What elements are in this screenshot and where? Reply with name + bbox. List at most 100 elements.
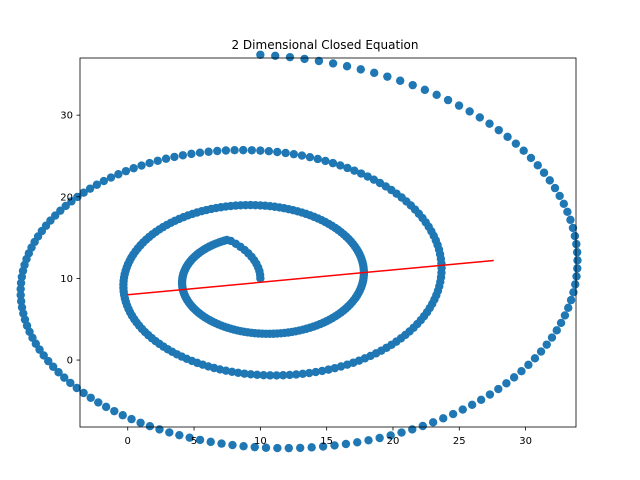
scatter-point [321,156,330,166]
scatter-point [502,379,511,388]
scatter-point [364,436,373,445]
scatter-point [187,149,196,159]
scatter-point [573,264,582,273]
scatter-point [296,443,305,453]
axes-frame [79,57,577,428]
scatter-point [44,356,53,366]
scatter-point [383,72,392,81]
scatter-point [213,146,222,156]
scatter-point [330,441,339,450]
scatter-point [204,147,213,156]
scatter-point [79,188,88,197]
scatter-point [16,284,25,294]
scatter-point [79,388,88,398]
scatter-point [494,125,503,135]
scatter-point [256,146,265,155]
scatter-point [566,215,575,225]
scatter-point [533,161,542,170]
spiral-series [16,50,582,453]
scatter-point [285,370,294,380]
scatter-point [559,199,569,209]
scatter-point [239,442,248,451]
scatter-point [256,50,265,59]
y-tick-label: 20 [60,192,73,203]
scatter-point [369,175,379,184]
scatter-point [485,390,495,399]
scatter-point [475,113,485,122]
scatter-point [328,158,338,168]
scatter-point [145,158,154,168]
scatter-point [155,425,164,434]
scatter-point [356,169,366,178]
x-tick-label: 30 [519,436,532,447]
scatter-point [127,414,136,424]
scatter-point [485,119,494,128]
scatter-point [408,80,417,90]
scatter-point [273,147,282,157]
scatter-point [136,418,145,427]
scatter-point [233,368,243,378]
scatter-point [278,371,288,380]
scatter-point [542,340,551,349]
x-tick-label: 5 [191,436,197,447]
scatter-point [170,152,179,162]
scatter-point [524,360,533,370]
scatter-point [476,395,486,404]
scatter-point [129,164,138,173]
scatter-point [265,371,275,380]
scatter-point [314,56,324,66]
scatter-point [35,345,44,354]
scatter-point [341,439,351,449]
scatter-point [178,151,188,160]
scatter-point [530,354,540,363]
scatter-point [39,351,48,360]
scatter-point [454,101,464,110]
scatter-point [342,62,352,71]
scatter-point [568,223,578,233]
y-tick-label: 10 [60,274,73,285]
scatter-point [494,384,503,394]
scatter-point [61,201,70,211]
x-tick-label: 25 [453,436,466,447]
x-tick-label: 20 [387,436,400,447]
scatter-point [185,433,194,442]
scatter-point [106,173,116,182]
scatter-point [536,347,546,356]
x-axis: 0 5 10 15 20 25 30 [125,427,532,447]
scatter-point [571,280,580,289]
scatter-point [175,430,184,440]
scatter-point [439,414,448,423]
scatter-point [101,402,111,412]
scatter-point [271,51,280,60]
scatter-point [305,152,315,162]
scatter-point [539,168,549,177]
scatter-point [264,147,274,156]
scatter-point [250,442,259,452]
scatter-point [16,278,26,288]
scatter-point [305,368,314,378]
scatter-point [239,145,248,155]
scatter-point [272,371,281,380]
scatter-point [246,370,255,379]
scatter-point [16,290,25,300]
scatter-point [517,367,526,376]
scatter-point [564,303,573,313]
scatter-point [94,398,103,407]
scatter-point [511,139,521,148]
scatter-point [228,440,237,450]
scatter-point [467,400,477,410]
scatter-point [569,288,578,297]
scatter-point [343,163,352,173]
scatter-point [284,443,293,453]
scatter-point [230,146,239,155]
scatter-point [418,421,427,431]
scatter-point [420,85,430,95]
scatter-point [458,405,467,414]
scatter-point [526,153,536,163]
scatter-point [519,146,528,155]
scatter-point [121,166,131,176]
scatter-point [353,438,362,447]
scatter-point [297,151,307,160]
scatter-point [560,311,570,320]
